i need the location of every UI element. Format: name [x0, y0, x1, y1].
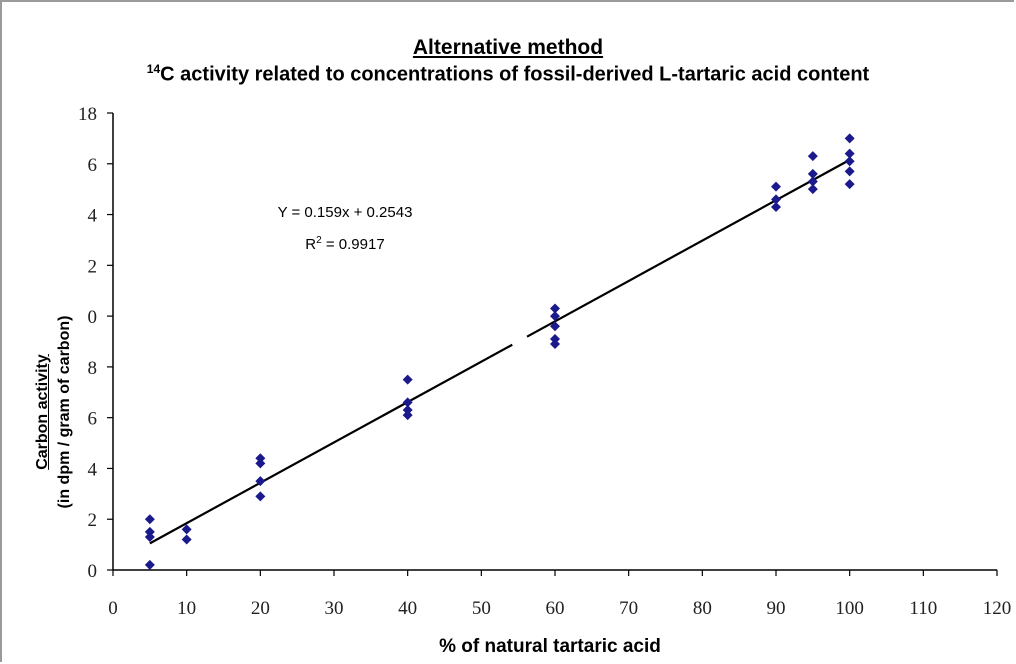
r-squared-value: = 0.9917 — [322, 236, 385, 253]
data-point — [144, 559, 155, 570]
x-tick-label: 70 — [619, 598, 638, 619]
data-point — [771, 181, 781, 192]
x-tick-label: 110 — [909, 598, 937, 619]
y-axis-label: Carbon activity (in dpm / gram of carbon… — [32, 316, 76, 509]
y-tick-label: 4 — [88, 206, 98, 227]
data-point — [844, 179, 855, 190]
data-point — [181, 534, 192, 545]
trendline — [526, 158, 851, 338]
data-point — [550, 303, 560, 314]
y-tick-label: 2 — [88, 256, 98, 277]
data-point — [807, 151, 818, 162]
x-tick-label: 50 — [472, 598, 491, 619]
x-tick-label: 10 — [177, 598, 196, 619]
x-axis-label: % of natural tartaric acid — [439, 636, 661, 657]
x-tick-label: 60 — [546, 598, 565, 619]
data-point — [807, 184, 818, 195]
y-tick-label: 2 — [88, 510, 98, 531]
data-point — [771, 201, 781, 212]
y-tick-label: 0 — [88, 307, 98, 328]
subtitle-superscript: 14 — [146, 62, 161, 76]
chart-subtitle: 14C activity related to concentrations o… — [0, 62, 1016, 87]
y-axis-label-line2: (in dpm / gram of carbon) — [56, 315, 73, 509]
x-tick-label: 90 — [767, 598, 786, 619]
x-tick-label: 80 — [693, 598, 712, 619]
y-tick-label: 6 — [88, 409, 98, 430]
data-point — [807, 176, 818, 187]
r-squared-r: R — [305, 236, 316, 253]
trendline-equation: Y = 0.159x + 0.2543 — [278, 204, 413, 221]
data-point — [255, 458, 266, 469]
x-tick-label: 20 — [251, 598, 270, 619]
data-point — [402, 405, 413, 416]
data-point — [144, 526, 155, 537]
y-tick-label: 18 — [78, 104, 97, 125]
data-point — [144, 531, 155, 542]
trendline-group — [149, 158, 851, 545]
data-point — [844, 156, 855, 167]
data-point — [844, 166, 855, 177]
y-tick-label: 4 — [88, 459, 98, 480]
subtitle-text: C activity related to concentrations of … — [160, 63, 870, 86]
x-tick-label: 30 — [325, 598, 344, 619]
y-tick-label: 8 — [88, 358, 98, 379]
data-point — [255, 453, 266, 464]
r-squared-sup: 2 — [316, 235, 322, 246]
equation-annotation: Y = 0.159x + 0.2543 R2 = 0.9917 — [278, 204, 413, 253]
data-point — [550, 311, 560, 322]
x-tick-label: 100 — [835, 598, 864, 619]
data-point — [807, 168, 818, 179]
data-point — [550, 339, 560, 350]
x-tick-label: 40 — [398, 598, 417, 619]
data-point — [550, 333, 560, 344]
data-point — [402, 374, 413, 385]
x-tick-label: 120 — [983, 598, 1012, 619]
data-point — [844, 133, 855, 144]
r-squared-label: R2 = 0.9917 — [305, 235, 384, 253]
data-point — [402, 410, 413, 421]
trendline — [149, 343, 513, 545]
data-points — [144, 133, 855, 570]
data-point — [844, 148, 855, 159]
data-point — [402, 397, 413, 408]
y-tick-label: 6 — [88, 155, 98, 176]
data-point — [144, 514, 155, 525]
y-axis-label-line1: Carbon activity — [34, 354, 51, 470]
data-point — [771, 194, 781, 205]
y-tick-label: 0 — [88, 561, 98, 582]
data-point — [181, 524, 192, 535]
data-point — [550, 321, 560, 332]
data-point — [255, 476, 266, 487]
chart-title: Alternative method — [412, 36, 604, 59]
data-point — [255, 491, 266, 502]
x-tick-label: 0 — [108, 598, 118, 619]
